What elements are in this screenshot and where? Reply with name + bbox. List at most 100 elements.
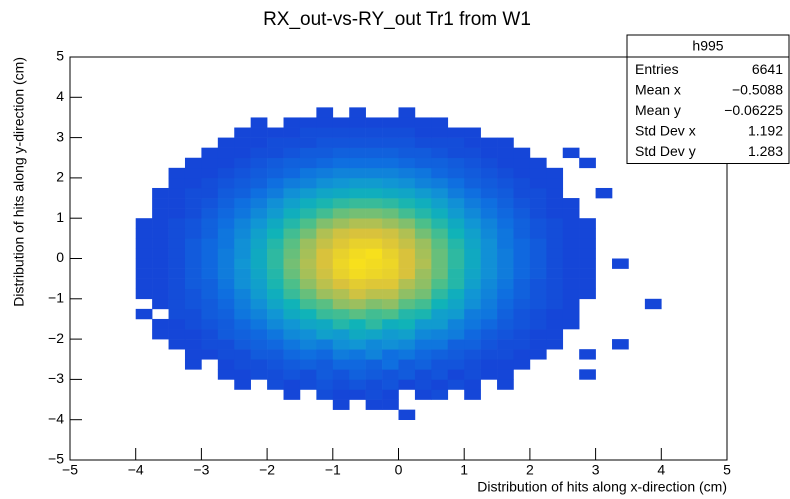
cell xyxy=(168,308,186,320)
cell xyxy=(168,278,186,290)
cell xyxy=(480,167,498,179)
cell xyxy=(152,238,169,249)
cell xyxy=(464,248,481,259)
cell xyxy=(168,268,186,279)
cell xyxy=(316,107,334,118)
cell xyxy=(513,318,531,330)
cell xyxy=(513,359,531,370)
cell xyxy=(217,298,235,310)
cell xyxy=(135,248,153,259)
cell xyxy=(135,268,153,279)
cell xyxy=(513,218,531,229)
cell xyxy=(398,137,416,148)
cell xyxy=(431,359,449,370)
cell xyxy=(447,248,465,259)
cell xyxy=(414,359,432,370)
cell xyxy=(579,288,596,300)
cell xyxy=(316,137,334,148)
cell xyxy=(184,187,202,199)
cell xyxy=(250,298,268,310)
cell xyxy=(152,268,169,279)
cell xyxy=(497,258,514,269)
cell xyxy=(332,198,350,209)
cell xyxy=(316,369,334,380)
cell xyxy=(250,177,268,189)
cell xyxy=(398,278,416,290)
cell xyxy=(267,198,284,209)
cell xyxy=(382,177,399,189)
cell xyxy=(299,278,317,290)
cell xyxy=(267,248,284,259)
cell xyxy=(316,147,334,159)
cell xyxy=(152,208,169,219)
cell xyxy=(447,208,465,219)
cell xyxy=(332,318,350,330)
cell xyxy=(579,218,596,229)
y-tick-label: −3 xyxy=(48,370,64,386)
cell xyxy=(431,288,449,300)
cell xyxy=(299,198,317,209)
cell xyxy=(382,329,399,340)
cell xyxy=(332,329,350,340)
cell xyxy=(529,187,547,199)
cell xyxy=(480,268,498,279)
cell xyxy=(431,268,449,279)
cell xyxy=(546,258,564,269)
cell xyxy=(546,238,564,249)
cell xyxy=(234,288,251,300)
cell xyxy=(283,238,301,249)
cell xyxy=(267,127,284,138)
cell xyxy=(217,359,235,370)
cell xyxy=(414,268,432,279)
cell xyxy=(184,238,202,249)
cell xyxy=(316,389,334,400)
cell xyxy=(283,147,301,159)
cell xyxy=(431,228,449,239)
cell xyxy=(464,187,481,199)
cell xyxy=(234,248,251,259)
cell xyxy=(250,238,268,249)
cell xyxy=(135,228,153,239)
cell xyxy=(250,117,268,128)
cell xyxy=(283,177,301,189)
cell xyxy=(267,238,284,249)
cell xyxy=(398,248,416,259)
stats-label: Std Dev y xyxy=(635,143,696,159)
cell xyxy=(431,369,449,380)
cell xyxy=(299,369,317,380)
cell xyxy=(135,238,153,249)
cell xyxy=(546,318,564,330)
cell xyxy=(562,228,580,239)
cell xyxy=(267,157,284,169)
cell xyxy=(332,147,350,159)
cell xyxy=(480,369,498,380)
cell xyxy=(398,238,416,249)
cell xyxy=(152,298,169,310)
cell xyxy=(168,258,186,269)
cell xyxy=(201,329,219,340)
cell xyxy=(250,318,268,330)
cell xyxy=(431,379,449,390)
cell xyxy=(513,288,531,300)
cell xyxy=(529,349,547,360)
cell xyxy=(447,308,465,320)
cell xyxy=(398,208,416,219)
cell xyxy=(365,228,383,239)
cell xyxy=(316,329,334,340)
cell xyxy=(464,157,481,169)
cell xyxy=(234,167,251,179)
cell xyxy=(497,177,514,189)
cell xyxy=(349,208,366,219)
cell xyxy=(562,238,580,249)
cell xyxy=(201,288,219,300)
cell xyxy=(316,268,334,279)
cell xyxy=(480,238,498,249)
cell xyxy=(332,137,350,148)
cell xyxy=(382,399,399,410)
cell xyxy=(267,379,284,390)
cell xyxy=(267,177,284,189)
cell xyxy=(299,218,317,229)
cell xyxy=(497,248,514,259)
cell xyxy=(184,258,202,269)
cell xyxy=(431,329,449,340)
